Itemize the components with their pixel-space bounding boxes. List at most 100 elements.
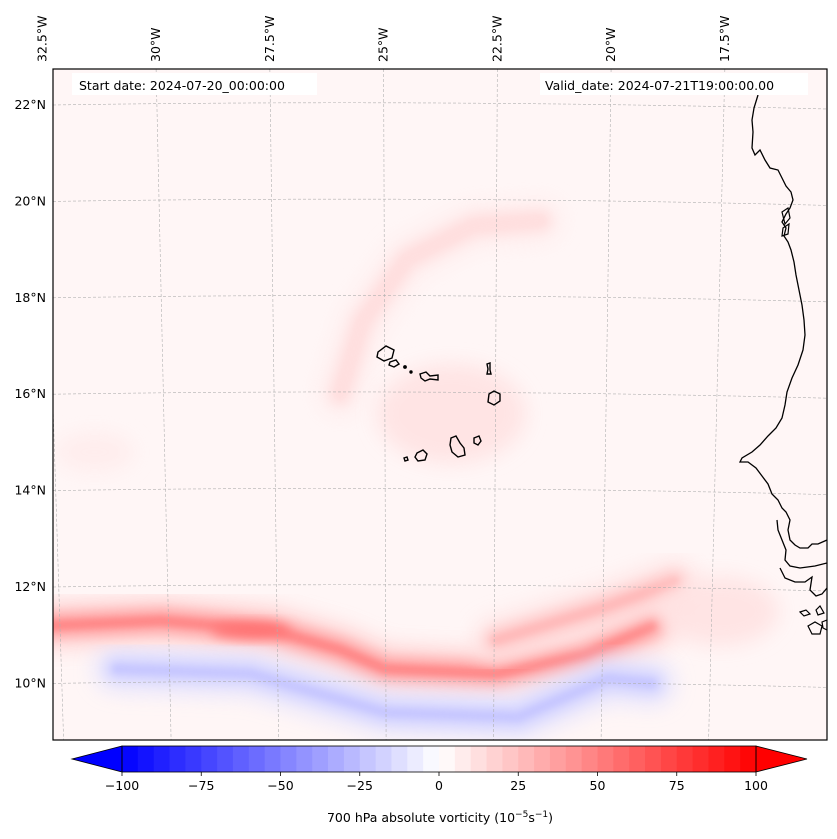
- colorbar-cell: [740, 746, 757, 772]
- colorbar-tick-label: −100: [105, 778, 139, 793]
- field-peak-2: [335, 216, 546, 399]
- colorbar-tick-label: 0: [435, 778, 443, 793]
- lon-tick-label: 20°W: [603, 27, 618, 62]
- brava-island: [403, 456, 409, 462]
- lon-tick-label: 27.5°W: [262, 16, 277, 62]
- sao-vicente-island: [388, 359, 401, 368]
- field-peak-0: [53, 616, 657, 679]
- lon-gridline: [708, 69, 726, 740]
- colorbar-tick-label: 50: [590, 778, 606, 793]
- boa-vista-island: [487, 390, 501, 406]
- colorbar-label: 700 hPa absolute vorticity (10−5s−1): [327, 810, 553, 825]
- lat-tick-label: 18°N: [14, 290, 46, 305]
- colorbar-cell: [724, 746, 741, 772]
- lon-tick-label: 25°W: [376, 27, 391, 62]
- colorbar-extend-min: [70, 745, 123, 773]
- colorbar-cell: [328, 746, 345, 772]
- african-coastline-south: [776, 519, 827, 569]
- field-east-patch: [659, 576, 779, 647]
- lat-tick-label: 10°N: [14, 675, 46, 690]
- lat-gridline: [53, 295, 827, 303]
- colorbar-label-suffix: ): [548, 810, 553, 825]
- vorticity-field: [53, 197, 779, 740]
- colorbar-cell: [486, 746, 503, 772]
- colorbar-cell: [423, 746, 440, 772]
- colorbar-tick-label: −50: [267, 778, 293, 793]
- colorbar-label-exp1: −5: [515, 810, 528, 820]
- lat-tick-label: 12°N: [14, 579, 46, 594]
- colorbar-tick-label: −25: [347, 778, 373, 793]
- lon-tick-label: 30°W: [148, 27, 163, 62]
- colorbar-cell: [613, 746, 630, 772]
- lat-gridline: [53, 102, 827, 110]
- colorbar-cell: [264, 746, 281, 772]
- coastlines: [376, 94, 827, 635]
- lon-gridline: [155, 69, 172, 740]
- colorbar-label-prefix: 700 hPa absolute vorticity (10: [327, 810, 515, 825]
- colorbar-cell: [407, 746, 424, 772]
- lat-gridline: [53, 391, 827, 399]
- colorbar-cell: [565, 746, 583, 772]
- colorbar-cell: [470, 746, 488, 772]
- start-date-label: Start date: 2024-07-20_00:00:00: [79, 78, 285, 93]
- lon-tick-label: 22.5°W: [489, 16, 504, 62]
- colorbar-cell: [169, 746, 186, 772]
- colorbar-cell: [153, 746, 171, 772]
- lat-tick-label: 14°N: [14, 483, 46, 498]
- field-peak-maximum: [210, 622, 291, 639]
- lat-gridline: [53, 198, 827, 206]
- cape-verde-islands: [376, 345, 501, 462]
- valid-date-box: [540, 73, 808, 95]
- lat-gridline: [53, 488, 827, 495]
- raso-island: [409, 370, 413, 374]
- latitude-tick-labels: 22°N 20°N 18°N 16°N 14°N 12°N 10°N: [14, 97, 46, 690]
- sao-nicolau-island: [419, 371, 439, 382]
- longitude-tick-labels: 32.5°W 30°W 27.5°W 25°W 22.5°W 20°W 17.5°W: [34, 16, 731, 62]
- santa-luzia-island: [403, 365, 407, 369]
- lon-gridline: [600, 69, 612, 740]
- santiago-island: [449, 435, 466, 458]
- colorbar-label-mid: s: [528, 810, 535, 825]
- fogo-island: [414, 449, 428, 462]
- colorbar-cell: [439, 746, 456, 772]
- colorbar-cell: [549, 746, 567, 772]
- dakhla-peninsula: [781, 207, 791, 237]
- colorbar-cell: [312, 746, 329, 772]
- start-date-box: [72, 73, 317, 95]
- map-frame: [52, 68, 828, 741]
- lat-gridline: [53, 680, 827, 688]
- colorbar-cell: [518, 746, 535, 772]
- bijagos-islands: [798, 605, 827, 635]
- colorbar-tick-label: 25: [510, 778, 526, 793]
- sal-island: [486, 362, 492, 375]
- gridlines: [53, 69, 827, 740]
- colorbar-cell: [534, 746, 551, 772]
- colorbar-cell: [217, 746, 234, 772]
- colorbar-cell: [280, 746, 297, 772]
- colorbar-cell: [581, 746, 598, 772]
- santo-antao-island: [376, 345, 395, 362]
- colorbar-cell: [375, 746, 392, 772]
- colorbar-cell: [597, 746, 614, 772]
- colorbar-cell: [708, 746, 725, 772]
- lon-gridline: [383, 69, 387, 740]
- colorbar-label-exp2: −1: [535, 810, 548, 820]
- colorbar-tick-label: 100: [744, 778, 768, 793]
- colorbar-cell: [137, 746, 155, 772]
- african-coastline: [738, 94, 827, 549]
- colorbar-tick-label: 75: [669, 778, 685, 793]
- field-west-patch: [54, 432, 135, 473]
- field-capeverde-patch: [376, 363, 527, 464]
- lat-tick-label: 20°N: [14, 193, 46, 208]
- lon-tick-label: 32.5°W: [34, 16, 49, 62]
- colorbar-cell: [201, 746, 218, 772]
- colorbar-cell: [645, 746, 662, 772]
- colorbar: −100 −75 −50 −25 0 25 50 75 100 700 hPa absolute…: [70, 745, 808, 825]
- colorbar-cell: [122, 746, 139, 772]
- colorbar-cell: [185, 746, 202, 772]
- colorbar-cell: [359, 746, 377, 772]
- field-peak-3: [112, 664, 657, 722]
- colorbar-cell: [343, 746, 361, 772]
- map-area: Start date: 2024-07-20_00:00:00 Valid_da…: [52, 68, 828, 741]
